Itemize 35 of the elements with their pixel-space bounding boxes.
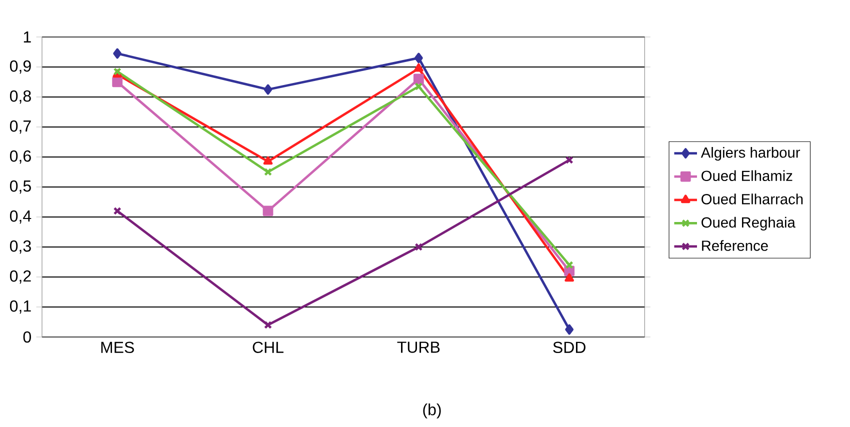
- legend-label: Reference: [702, 240, 768, 251]
- y-tick-label: 0,8: [10, 90, 31, 104]
- point: [264, 84, 272, 95]
- point: [112, 76, 123, 88]
- legend-label: Oued Reghaia: [702, 216, 796, 231]
- point: [414, 63, 424, 72]
- legend-label: Algiers harbour: [700, 147, 800, 161]
- x-tick-label: CHL: [252, 342, 284, 354]
- point: [262, 206, 274, 216]
- point: [263, 156, 273, 165]
- y-tick-label: 0,4: [10, 210, 32, 224]
- legend-label: Oued Elhamiz: [702, 170, 792, 182]
- x-tick-label: SDD: [553, 342, 586, 354]
- y-tick-label: 0,2: [10, 270, 31, 284]
- point: [264, 168, 272, 176]
- x-tick-label: TURB: [397, 342, 440, 353]
- point: [564, 273, 574, 282]
- y-tick-label: 0,1: [10, 300, 31, 314]
- point: [565, 324, 574, 335]
- y-tick-label: 1: [24, 31, 31, 42]
- point: [414, 52, 423, 64]
- y-tick-label: 0,3: [10, 240, 31, 254]
- y-tick-label: 0,5: [10, 180, 31, 194]
- point: [414, 82, 423, 91]
- point: [414, 242, 423, 252]
- y-tick-label: 0,7: [10, 120, 31, 134]
- point: [264, 320, 272, 330]
- y-tick-label: 0: [23, 331, 31, 343]
- x-tick-label: MES: [101, 342, 134, 354]
- text: (b): [423, 404, 441, 418]
- y-tick-label: 0,6: [10, 150, 31, 164]
- point: [113, 48, 122, 59]
- y-tick-label: 0,9: [10, 60, 31, 74]
- point: [413, 74, 424, 84]
- legend-label: Oued Elharrach: [702, 194, 803, 204]
